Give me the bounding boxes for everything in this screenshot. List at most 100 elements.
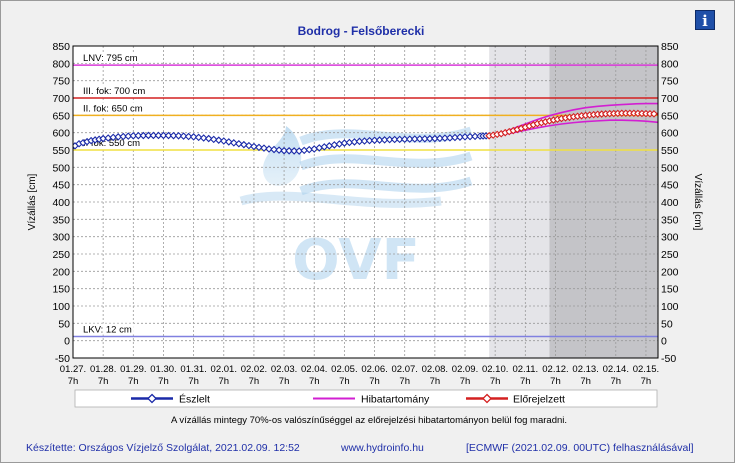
observed-point-26-0 [431, 134, 439, 143]
observed-point-28-2 [471, 132, 479, 141]
y-tick-right-750: 750 [661, 76, 679, 88]
observed-point-23-2 [395, 135, 404, 144]
x-tick-date-18: 02.14. [603, 364, 629, 375]
ref-label-bg-4 [81, 323, 134, 335]
x-tick-hour-7: 7h [279, 376, 290, 387]
observed-point-13-2 [245, 141, 253, 150]
y-tick-right-550: 550 [661, 145, 679, 157]
observed-point-28-1 [466, 132, 474, 141]
observed-point-22-0 [370, 136, 379, 145]
y-tick-left-400: 400 [52, 197, 70, 209]
y-tick-right-850: 850 [661, 41, 679, 53]
observed-point-11-1 [209, 135, 218, 144]
y-tick-right-500: 500 [661, 162, 679, 174]
ref-label-bg-3 [81, 137, 143, 148]
y-tick-left-600: 600 [52, 128, 70, 140]
y-tick-left-50: 50 [58, 318, 70, 330]
y-tick-right-0: 0 [661, 336, 667, 348]
observed-point-11-0 [204, 134, 213, 143]
x-tick-hour-9: 7h [339, 376, 350, 387]
x-tick-date-4: 01.31. [180, 364, 206, 375]
observed-point-25-2 [426, 134, 434, 143]
legend-entry-elorejelzett: Előrejelzett [466, 394, 565, 406]
observed-point-13-0 [235, 139, 243, 148]
y-tick-right-400: 400 [661, 197, 679, 209]
x-tick-hour-19: 7h [641, 376, 652, 387]
y-tick-right--50: -50 [661, 353, 676, 365]
y-tick-right-800: 800 [661, 58, 679, 70]
y-tick-right-200: 200 [661, 266, 679, 278]
ref-label-4: LKV: 12 cm [83, 325, 132, 336]
y-tick-right-650: 650 [661, 110, 679, 122]
x-tick-date-11: 02.07. [391, 364, 417, 375]
observed-point-12-0 [219, 137, 228, 145]
observed-point-16-0 [280, 146, 288, 155]
observed-point-10-0 [189, 133, 198, 141]
plot-border [72, 45, 659, 359]
footer-source: [ECMWF (2021.02.09. 00UTC) felhasználásá… [466, 442, 694, 454]
y-tick-right-700: 700 [661, 93, 679, 105]
legend-entry-eszlelt: Észlelt [131, 393, 210, 406]
y-tick-right-300: 300 [661, 232, 679, 244]
observed-point-25-0 [416, 135, 424, 143]
y-tick-left-100: 100 [52, 301, 70, 313]
svg-text:Észlelt: Észlelt [179, 393, 210, 406]
observed-point-6-0 [129, 132, 138, 140]
forecast-point-13-2 [650, 110, 658, 118]
y-tick-left-850: 850 [52, 41, 70, 53]
observed-point-23-0 [385, 135, 394, 144]
x-tick-hour-3: 7h [158, 376, 169, 387]
ref-label-0: LNV: 795 cm [83, 53, 138, 64]
x-tick-hour-5: 7h [218, 376, 229, 387]
svg-text:Hibatartomány: Hibatartomány [361, 394, 430, 406]
observed-point-22-2 [380, 136, 389, 144]
y-tick-left-250: 250 [52, 249, 70, 261]
observed-point-9-2 [184, 132, 193, 141]
info-button[interactable]: i [695, 10, 715, 30]
x-tick-hour-12: 7h [430, 376, 441, 387]
x-tick-date-0: 01.27. [60, 364, 86, 375]
observed-point-10-2 [199, 134, 208, 142]
y-tick-left-500: 500 [52, 162, 70, 174]
observed-point-14-0 [250, 142, 258, 151]
x-tick-date-14: 02.10. [482, 364, 508, 375]
x-tick-hour-11: 7h [399, 376, 410, 387]
x-tick-hour-13: 7h [460, 376, 471, 387]
x-tick-date-1: 01.28. [90, 364, 116, 375]
observed-point-9-0 [174, 132, 183, 140]
svg-text:OVF: OVF [292, 228, 420, 293]
observed-point-24-2 [410, 135, 419, 143]
y-tick-right-450: 450 [661, 180, 679, 192]
observed-point-14-2 [260, 144, 268, 152]
observed-point-8-2 [169, 131, 178, 140]
ref-label-bg-2 [81, 102, 145, 114]
ref-label-1: III. fok: 700 cm [83, 86, 145, 97]
y-tick-left-700: 700 [52, 93, 70, 105]
y-tick-left-350: 350 [52, 214, 70, 226]
observed-point-7-0 [144, 131, 153, 140]
observed-point-6-1 [134, 131, 143, 140]
x-tick-date-12: 02.08. [422, 364, 448, 375]
x-tick-hour-16: 7h [550, 376, 561, 387]
y-tick-left-300: 300 [52, 232, 70, 244]
footer-website-link[interactable]: www.hydroinfo.hu [340, 442, 424, 454]
chart-title: Bodrog - Felsőberecki [298, 24, 425, 38]
y-tick-left--50: -50 [55, 353, 70, 365]
y-axis-label-left: Vízállás [cm] [27, 173, 38, 230]
x-tick-date-10: 02.06. [361, 364, 387, 375]
x-tick-date-15: 02.11. [512, 364, 538, 375]
x-tick-date-5: 02.01. [211, 364, 237, 375]
observed-point-16-2 [290, 147, 298, 155]
y-tick-left-0: 0 [64, 336, 70, 348]
x-tick-hour-14: 7h [490, 376, 501, 387]
observed-point-13-1 [240, 140, 248, 149]
observed-point-15-1 [270, 145, 278, 154]
forecast-note: A vízállás mintegy 70%-os valószínűségge… [171, 415, 567, 426]
observed-point-26-1 [436, 134, 444, 143]
observed-point-15-0 [265, 145, 273, 153]
x-tick-hour-6: 7h [249, 376, 260, 387]
x-tick-hour-10: 7h [369, 376, 380, 387]
y-tick-left-150: 150 [52, 284, 70, 296]
x-tick-date-8: 02.04. [301, 364, 327, 375]
